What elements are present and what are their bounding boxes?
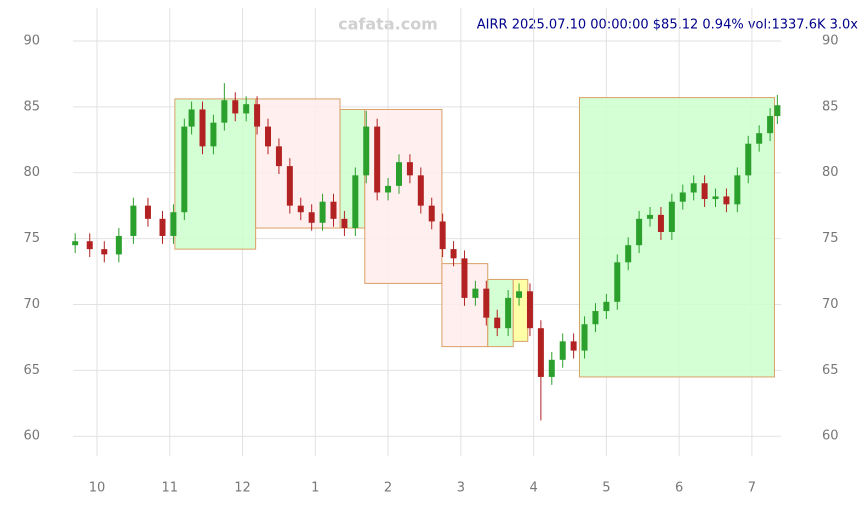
x-tick-label: 7 [748, 481, 756, 496]
candle-body [297, 205, 304, 213]
x-tick-label: 2 [384, 481, 392, 496]
candle-body [319, 201, 326, 223]
candle-body [679, 192, 686, 202]
y-tick-label: 75 [23, 231, 40, 246]
candle-body [101, 249, 108, 255]
candle-body [483, 288, 490, 318]
y-tick-label-right: 80 [822, 165, 839, 180]
x-tick-label: 3 [457, 481, 465, 496]
y-tick-label: 80 [23, 165, 40, 180]
candle-body [625, 245, 632, 263]
candle-body [516, 291, 523, 298]
candle-body [505, 297, 512, 329]
y-tick-label-right: 85 [822, 99, 839, 114]
candle-body [243, 104, 250, 114]
candle-body [363, 126, 370, 176]
y-tick-label-right: 90 [822, 33, 839, 48]
candle-body [494, 317, 501, 329]
candle-body [537, 328, 544, 377]
candle-body [668, 201, 675, 232]
candle-body [461, 258, 468, 298]
candle-body [581, 324, 588, 351]
candle-body [72, 241, 79, 246]
x-tick-label: 11 [162, 481, 179, 496]
candle-body [526, 291, 533, 329]
y-tick-label-right: 65 [822, 363, 839, 378]
candle-body [745, 143, 752, 176]
zone [578, 97, 775, 378]
candle-body [221, 100, 228, 123]
candle-body [712, 196, 719, 200]
y-tick-label: 65 [23, 363, 40, 378]
candle-body [395, 162, 402, 186]
candle-body [592, 311, 599, 325]
x-tick-label: 5 [602, 481, 610, 496]
x-tick-label: 12 [234, 481, 251, 496]
y-tick-label-right: 70 [822, 297, 839, 312]
candle-body [385, 185, 392, 193]
x-tick-label: 1 [311, 481, 319, 496]
candle-body [548, 359, 555, 377]
candle-body [690, 183, 697, 193]
candle-body [756, 133, 763, 144]
candle-body [559, 341, 566, 360]
x-tick-label: 4 [529, 481, 537, 496]
candle-body [330, 201, 337, 219]
candle-body [723, 196, 730, 205]
candle-body [406, 162, 413, 176]
candle-body [570, 341, 577, 351]
y-tick-label-right: 60 [822, 429, 839, 444]
candle-body [701, 183, 708, 200]
y-tick-label: 70 [23, 297, 40, 312]
candle-body [439, 221, 446, 250]
y-tick-label: 85 [23, 99, 40, 114]
candle-body [254, 104, 261, 127]
candle-body [374, 126, 381, 193]
candle-body [341, 218, 348, 229]
candle-body [181, 126, 188, 213]
candle-body [734, 175, 741, 205]
candle-body [647, 214, 654, 219]
candle-body [170, 212, 177, 236]
y-tick-label: 90 [23, 33, 40, 48]
candle-body [265, 126, 272, 147]
candle-body [286, 166, 293, 206]
candle-body [130, 205, 137, 236]
candle-body [774, 105, 781, 117]
x-tick-label: 6 [675, 481, 683, 496]
y-tick-label-right: 75 [822, 231, 839, 246]
candle-body [86, 241, 93, 250]
y-tick-label: 60 [23, 429, 40, 444]
candle-body [428, 205, 435, 222]
candle-body [657, 214, 664, 232]
candle-body [188, 109, 195, 127]
zone [512, 278, 529, 342]
candle-body [275, 146, 282, 167]
candle-body [450, 249, 457, 259]
candle-body [352, 175, 359, 229]
candle-body [308, 212, 315, 223]
candle-body [767, 116, 774, 134]
candle-body [614, 262, 621, 302]
candle-body [472, 288, 479, 298]
candle-body [159, 218, 166, 236]
candle-body [232, 100, 239, 114]
candle-body [417, 175, 424, 206]
x-tick-label: 10 [89, 481, 106, 496]
candle-body [199, 109, 206, 147]
candle-body [144, 205, 151, 219]
candle-body [636, 218, 643, 246]
candle-body [115, 235, 122, 255]
chart-title: AIRR 2025.07.10 00:00:00 $85.12 0.94% vo… [477, 18, 859, 33]
candle-body [210, 122, 217, 147]
candle-body [603, 301, 610, 312]
